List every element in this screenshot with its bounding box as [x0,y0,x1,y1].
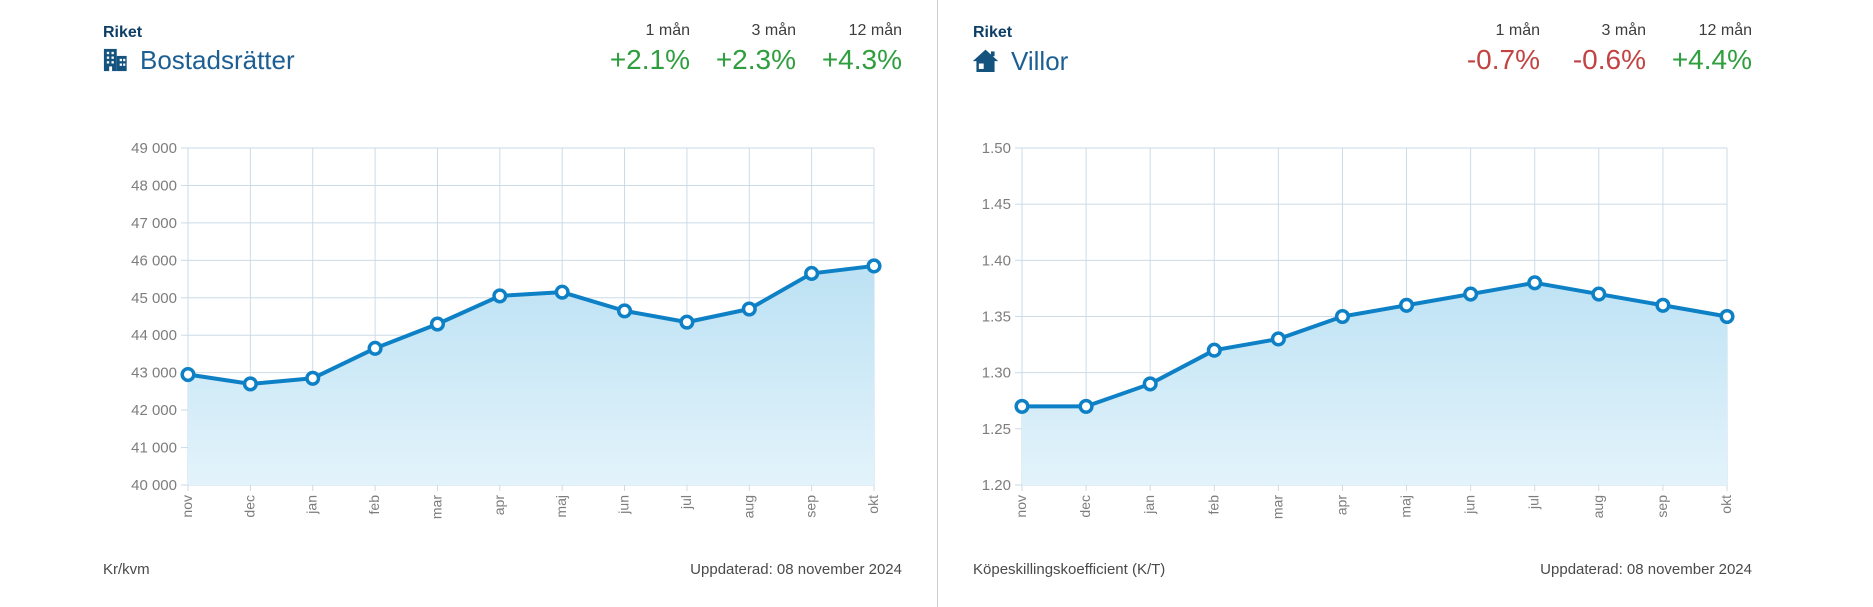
stat-12man: 12 mån +4.4% [1666,22,1752,76]
svg-text:aug: aug [740,495,756,518]
stat-3man: 3 mån +2.3% [710,22,796,76]
svg-text:1.35: 1.35 [982,309,1011,326]
svg-text:okt: okt [1718,495,1734,514]
svg-text:41 000: 41 000 [131,440,177,457]
svg-text:45 000: 45 000 [131,290,177,307]
svg-text:1.25: 1.25 [982,421,1011,438]
stats-row: 1 mån -0.7% 3 mån -0.6% 12 mån +4.4% [1454,22,1752,76]
panel-title: Villor [1011,45,1069,76]
svg-text:42 000: 42 000 [131,402,177,419]
svg-text:1.50: 1.50 [982,140,1011,157]
stat-label: 1 mån [645,22,690,39]
svg-text:mar: mar [1269,495,1285,519]
stat-value: -0.6% [1572,44,1646,75]
svg-text:feb: feb [1205,495,1221,515]
stat-12man: 12 mån +4.3% [816,22,902,76]
stat-1man: 1 mån +2.1% [604,22,690,76]
svg-text:jun: jun [1462,495,1478,515]
footer-unit-label: Kr/kvm [103,561,150,578]
stats-row: 1 mån +2.1% 3 mån +2.3% 12 mån +4.3% [604,22,902,76]
svg-text:jan: jan [304,495,320,515]
svg-text:sep: sep [1654,495,1670,518]
svg-text:40 000: 40 000 [131,477,177,494]
svg-text:dec: dec [241,495,257,518]
stat-label: 3 mån [1601,22,1646,39]
svg-text:jul: jul [678,495,694,510]
svg-text:1.20: 1.20 [982,477,1011,494]
svg-text:48 000: 48 000 [131,177,177,194]
bostadsratter-panel: 40 000 41 000 42 000 43 000 44 000 45 000 46 0… [0,0,938,607]
svg-text:46 000: 46 000 [131,252,177,269]
svg-text:jan: jan [1141,495,1157,515]
villor-panel: 1.20 1.25 1.30 1.35 1.40 1.45 1.50 nov dec jan feb… [938,0,1873,607]
svg-text:jun: jun [616,495,632,515]
stat-label: 12 mån [1698,22,1752,39]
svg-text:okt: okt [865,495,881,514]
stat-value: +4.4% [1671,44,1752,75]
svg-text:mar: mar [428,495,444,519]
house-icon [972,49,999,72]
svg-text:aug: aug [1590,495,1606,518]
panel-title: Bostadsrätter [140,45,295,75]
stat-label: 3 mån [751,22,796,39]
svg-text:maj: maj [1398,495,1414,518]
svg-text:nov: nov [179,495,195,518]
svg-text:43 000: 43 000 [131,365,177,382]
footer-unit-label: Köpeskillingskoefficient (K/T) [973,561,1166,578]
region-label: Riket [103,24,143,41]
footer-updated-label: Uppdaterad: 08 november 2024 [1540,561,1752,578]
stat-value: +4.3% [821,44,902,75]
svg-text:1.45: 1.45 [982,196,1011,213]
svg-text:apr: apr [491,495,507,516]
svg-text:nov: nov [1013,495,1029,518]
stat-label: 12 mån [848,22,902,39]
apartment-building-icon [103,48,127,72]
svg-text:maj: maj [553,495,569,518]
region-label: Riket [973,24,1013,41]
svg-text:feb: feb [366,495,382,515]
svg-text:49 000: 49 000 [131,140,177,157]
svg-text:44 000: 44 000 [131,327,177,344]
svg-text:47 000: 47 000 [131,215,177,232]
panel-title-row: Bostadsrätter [101,46,295,74]
stat-value: -0.7% [1466,44,1540,75]
svg-text:1.30: 1.30 [982,365,1011,382]
stat-value: +2.3% [715,44,796,75]
panel-title-row: Villor [971,46,1068,75]
footer-updated-label: Uppdaterad: 08 november 2024 [690,561,902,578]
svg-text:sep: sep [803,495,819,518]
bostadsratter-chart[interactable]: 40 000 41 000 42 000 43 000 44 000 45 000 46 0… [0,0,937,545]
stat-label: 1 mån [1495,22,1540,39]
svg-text:dec: dec [1077,495,1093,518]
svg-text:apr: apr [1333,495,1349,516]
stat-1man: 1 mån -0.7% [1454,22,1540,76]
svg-text:jul: jul [1526,495,1542,510]
stat-3man: 3 mån -0.6% [1560,22,1646,76]
villor-chart[interactable]: 1.20 1.25 1.30 1.35 1.40 1.45 1.50 nov dec jan feb… [938,0,1873,545]
stat-value: +2.1% [609,44,690,75]
svg-text:1.40: 1.40 [982,252,1011,269]
